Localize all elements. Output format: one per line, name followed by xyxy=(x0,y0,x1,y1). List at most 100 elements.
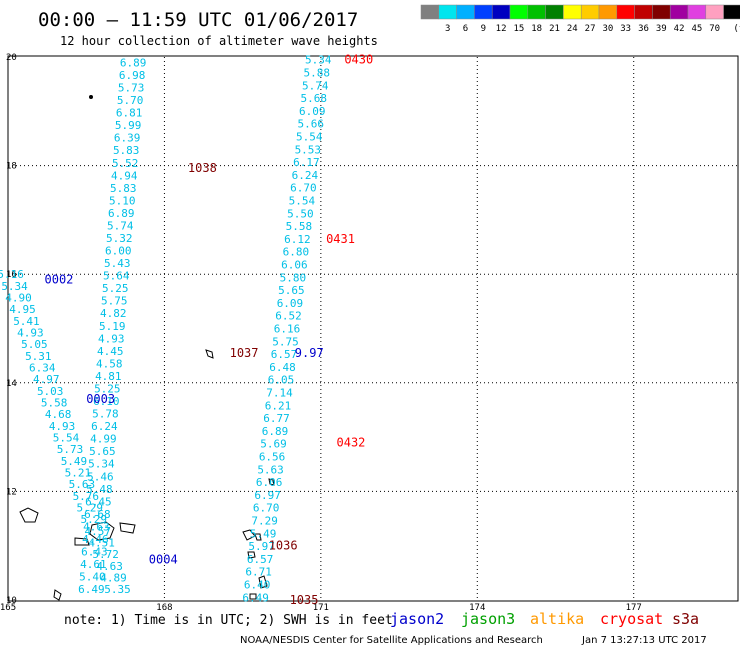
wave-height-value: 5.05 xyxy=(21,338,48,351)
island-outline xyxy=(19,507,39,523)
legend-swatch xyxy=(509,4,529,20)
wave-height-value: 5.80 xyxy=(280,271,307,284)
lat-tick-label: 14 xyxy=(6,379,17,389)
wave-height-value: 5.48 xyxy=(86,483,113,496)
island-outline xyxy=(268,478,275,486)
wave-height-value: 5.32 xyxy=(106,232,133,245)
wave-height-value: 6.06 xyxy=(256,476,283,489)
wave-height-value: 5.41 xyxy=(13,315,40,328)
legend-label: 36 xyxy=(638,24,649,34)
pass-label: 0430 xyxy=(344,53,373,67)
satellite-name: jason2 xyxy=(390,610,444,628)
wave-height-value: 4.93 xyxy=(49,420,76,433)
legend-swatch xyxy=(420,4,440,20)
wave-height-value: 6.49 xyxy=(78,583,105,596)
wave-height-value: 6.34 xyxy=(29,362,56,375)
wave-height-value: 6.70 xyxy=(290,182,317,195)
pass-label: 1038 xyxy=(188,161,217,175)
legend-swatch xyxy=(616,4,635,20)
wave-height-value: 5.74 xyxy=(302,79,329,92)
wave-height-value: 4.97 xyxy=(33,373,60,386)
wave-height-value: 4.93 xyxy=(98,332,125,345)
pass-label: 0431 xyxy=(326,232,355,246)
wave-height-value: 5.68 xyxy=(301,92,328,105)
wave-height-value: 6.45 xyxy=(85,495,112,508)
wave-height-value: 5.64 xyxy=(103,270,130,283)
wave-height-value: 5.63 xyxy=(257,463,284,476)
legend-label: 15 xyxy=(513,24,524,34)
wave-height-value: 6.24 xyxy=(292,169,319,182)
pass-label: 1037 xyxy=(230,346,259,360)
page-subtitle: 12 hour collection of altimeter wave hei… xyxy=(60,34,378,48)
wave-height-value: 7.14 xyxy=(266,386,293,399)
lat-tick-label: 12 xyxy=(6,487,17,497)
wave-height-value: 6.12 xyxy=(284,233,311,246)
wave-height-value: 4.90 xyxy=(5,292,32,305)
wave-height-value: 5.43 xyxy=(104,257,131,270)
satellite-name: s3a xyxy=(672,610,699,628)
wave-height-value: 5.70 xyxy=(117,94,144,107)
latitude-ticks: 20 18 16 14 12 10 xyxy=(6,53,17,606)
wave-height-value: 6.40 xyxy=(244,578,271,591)
wave-height-value: 5.46 xyxy=(87,470,114,483)
legend-swatch xyxy=(580,4,600,20)
wave-height-value: 6.17 xyxy=(293,156,320,169)
legend-swatch xyxy=(491,4,511,20)
wave-height-value: 5.34 xyxy=(88,458,115,471)
lon-tick-label: 174 xyxy=(469,603,485,613)
wave-height-value: 4.94 xyxy=(111,169,138,182)
wave-height-value: 5.34 xyxy=(1,280,28,293)
island-outline xyxy=(249,593,257,600)
legend-swatch xyxy=(687,4,707,20)
wave-height-value: 5.65 xyxy=(278,284,305,297)
wave-height-value: 6.70 xyxy=(253,502,280,515)
island-outline xyxy=(258,575,268,589)
wave-height-value: 6.24 xyxy=(91,420,118,433)
lat-tick-label: 10 xyxy=(6,596,17,606)
pass-label: 0003 xyxy=(86,392,115,406)
legend-label: 30 xyxy=(602,24,613,34)
pass-label: 1036 xyxy=(269,539,298,553)
wave-height-value: 4.57 xyxy=(84,525,111,538)
legend-swatch xyxy=(563,4,582,20)
legend-label: 12 xyxy=(496,24,507,34)
legend-swatch xyxy=(545,4,564,20)
wave-height-value: 5.03 xyxy=(37,385,64,398)
legend-label: 24 xyxy=(567,24,578,34)
lat-tick-label: 18 xyxy=(6,162,17,172)
map-gridlines xyxy=(8,57,738,600)
wave-height-value: 6.68 xyxy=(84,508,111,521)
wave-height-value: 4.63 xyxy=(83,520,110,533)
map-frame xyxy=(7,55,739,602)
legend-swatch xyxy=(723,4,740,20)
island-outline xyxy=(205,349,214,359)
legend-swatch xyxy=(669,4,689,20)
wave-height-value: 5.53 xyxy=(295,143,322,156)
legend-swatch xyxy=(527,4,546,20)
wave-height-value: 5.54 xyxy=(296,131,323,144)
wave-height-value: 6.89 xyxy=(120,56,147,69)
legend-swatch xyxy=(652,4,671,20)
wave-height-value: 6.97 xyxy=(254,489,281,502)
island-outline xyxy=(119,522,136,534)
wave-height-value: 6.98 xyxy=(119,69,146,82)
legend-label: 27 xyxy=(585,24,596,34)
legend-swatch xyxy=(456,4,475,20)
wave-height-value: 5.34 xyxy=(305,54,332,67)
legend-swatch xyxy=(598,4,618,20)
island-marker xyxy=(89,95,93,99)
wave-height-value: 4.99 xyxy=(90,433,117,446)
wave-height-value: 5.16 xyxy=(0,268,24,281)
footer-note: note: 1) Time is in UTC; 2) SWH is in fe… xyxy=(64,613,393,628)
wave-height-value: 5.49 xyxy=(250,527,277,540)
legend-label: 18 xyxy=(531,24,542,34)
pass-label: 0432 xyxy=(337,436,366,450)
wave-height-value: 6.10 xyxy=(93,395,120,408)
wave-height-value: 6.71 xyxy=(245,566,272,579)
wave-height-value: 6.09 xyxy=(299,105,326,118)
wave-height-value: 6.16 xyxy=(274,323,301,336)
wave-height-value: 6.77 xyxy=(263,412,290,425)
pass-label: 0004 xyxy=(149,552,178,566)
island-outline xyxy=(74,537,90,546)
